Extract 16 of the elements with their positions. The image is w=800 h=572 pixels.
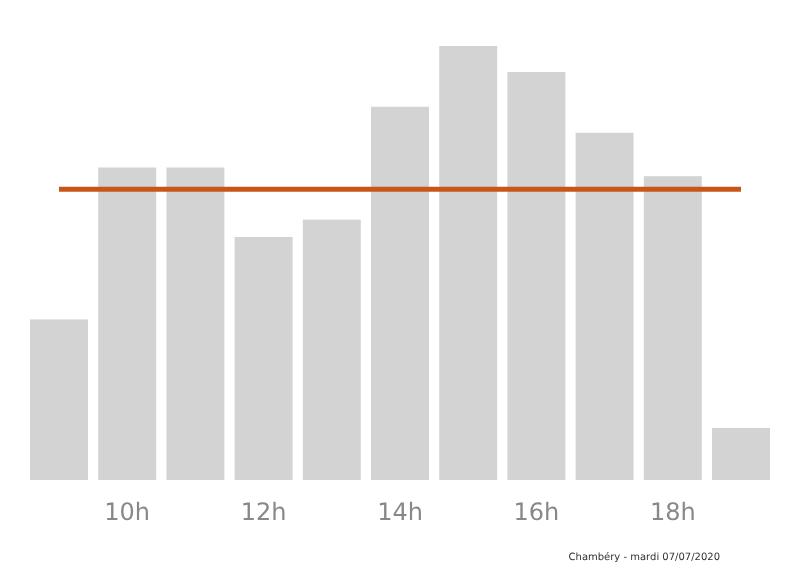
x-tick-label: 12h	[240, 498, 287, 526]
x-tick-label: 14h	[377, 498, 423, 526]
bar	[30, 319, 88, 480]
bar	[575, 132, 634, 480]
bar	[234, 236, 293, 480]
bar	[712, 427, 770, 480]
bar	[166, 167, 225, 480]
bar	[507, 72, 566, 480]
bar	[439, 46, 498, 480]
bar	[302, 219, 361, 480]
x-tick-label: 16h	[513, 498, 560, 526]
bar	[371, 106, 429, 480]
x-tick-label: 10h	[104, 498, 151, 526]
bar	[643, 176, 702, 480]
bar	[98, 167, 157, 480]
x-tick-label: 18h	[649, 498, 696, 526]
